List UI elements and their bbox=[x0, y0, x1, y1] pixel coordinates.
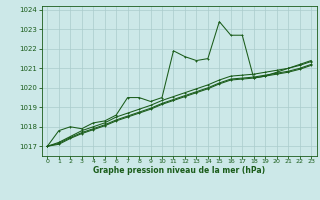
X-axis label: Graphe pression niveau de la mer (hPa): Graphe pression niveau de la mer (hPa) bbox=[93, 166, 265, 175]
